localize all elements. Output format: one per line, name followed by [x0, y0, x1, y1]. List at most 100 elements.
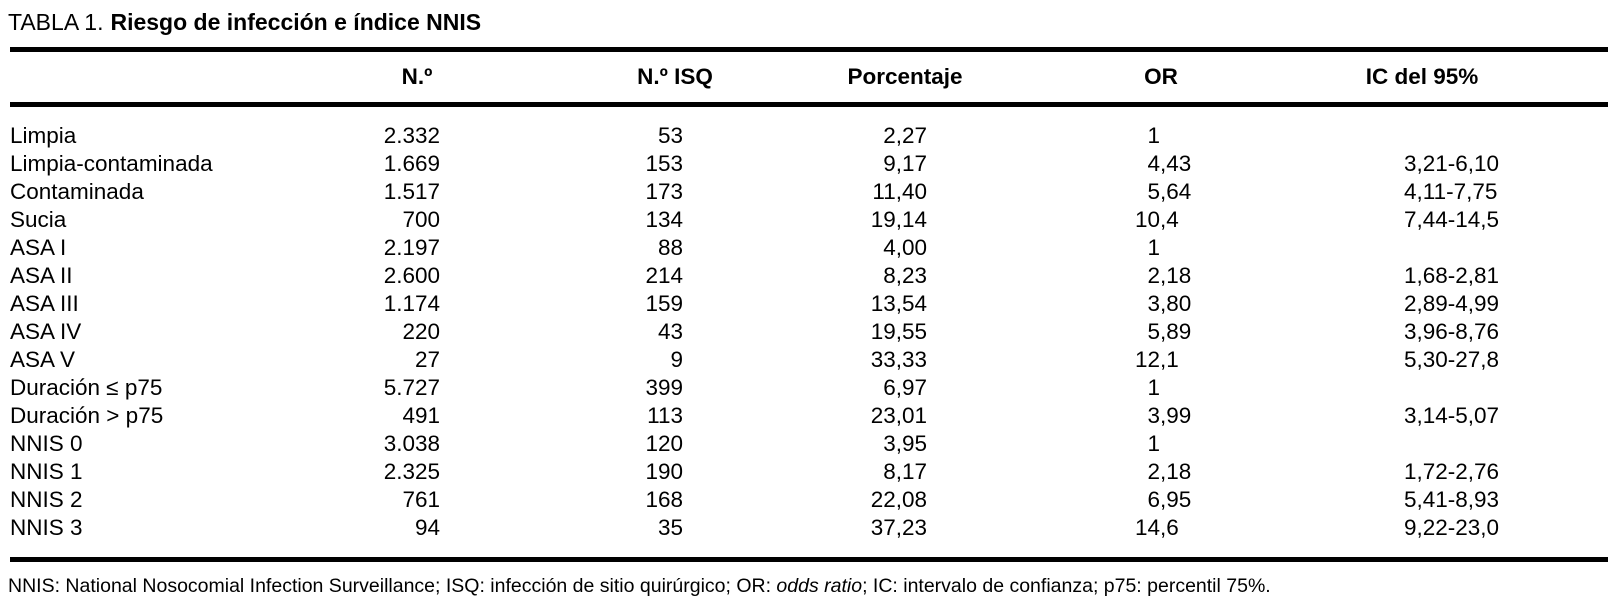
table-title: TABLA 1. Riesgo de infección e índice NNI…: [8, 8, 481, 36]
or-value-frac: ,95: [1160, 487, 1192, 512]
pct-value: 8,17: [883, 459, 927, 484]
ic-value: 9,22-23,0: [1404, 515, 1500, 540]
ic-value: 3,96-8,76: [1404, 319, 1500, 344]
n-value: 5.727: [383, 375, 440, 400]
isq-value: 173: [645, 179, 683, 204]
pct-value: 19,55: [870, 319, 927, 344]
table-footnote: NNIS: National Nosocomial Infection Surv…: [8, 573, 1271, 599]
column-header-ic95: IC del 95%: [1365, 64, 1479, 89]
or-value-int: 3: [1147, 291, 1160, 316]
row-label: NNIS 1: [10, 459, 83, 484]
column-header-or: OR: [1144, 64, 1178, 89]
table-caption: Riesgo de infección e índice NNIS: [110, 9, 482, 35]
isq-value: 153: [645, 151, 683, 176]
n-value: 1.517: [383, 179, 440, 204]
isq-value: 88: [657, 235, 683, 260]
ic-value: [1404, 234, 1608, 262]
row-label: Limpia: [10, 123, 77, 148]
or-value-frac: ,89: [1160, 319, 1192, 344]
n-value: 1.669: [383, 151, 440, 176]
or-value-frac: ,64: [1160, 179, 1192, 204]
n-value: 2.600: [383, 263, 440, 288]
table-body: Limpia 2.332 53 2,27 1 Limpia-contaminada 1.66…: [0, 122, 1608, 542]
or-value-int: 14: [1134, 515, 1160, 540]
isq-value: 43: [657, 319, 683, 344]
pct-value: 8,23: [883, 263, 927, 288]
table-row: NNIS 2 761 168 22,08 6,95 5,41-8,93: [0, 486, 1608, 514]
ic-value: 1,72-2,76: [1404, 459, 1500, 484]
or-value-frac: [1160, 122, 1404, 150]
row-label: Sucia: [10, 207, 67, 232]
or-value-int: 1: [1147, 123, 1160, 148]
row-label: Limpia-contaminada: [10, 151, 213, 176]
pct-value: 4,00: [883, 235, 927, 260]
ic-value: 3,21-6,10: [1404, 151, 1500, 176]
pct-value: 3,95: [883, 431, 927, 456]
table-row: ASA IV 220 43 19,55 5,89 3,96-8,76: [0, 318, 1608, 346]
ic-value: 5,41-8,93: [1404, 487, 1500, 512]
or-value-frac: ,18: [1160, 459, 1192, 484]
n-value: 491: [402, 403, 440, 428]
n-value: 761: [402, 487, 440, 512]
ic-value: 3,14-5,07: [1404, 403, 1500, 428]
or-value-frac: [1160, 430, 1404, 458]
table-row: ASA I 2.197 88 4,00 1: [0, 234, 1608, 262]
pct-value: 9,17: [883, 151, 927, 176]
ic-value: 5,30-27,8: [1404, 347, 1500, 372]
table-row: Duración ≤ p75 5.727 399 6,97 1: [0, 374, 1608, 402]
or-value-frac: ,43: [1160, 151, 1192, 176]
or-value-frac: ,4: [1160, 207, 1179, 232]
or-value-int: 3: [1147, 403, 1160, 428]
or-value-int: 12: [1134, 347, 1160, 372]
isq-value: 35: [657, 515, 683, 540]
table-row: Limpia 2.332 53 2,27 1: [0, 122, 1608, 150]
ic-value: [1404, 430, 1608, 458]
header-rule: [10, 102, 1608, 107]
or-value-int: 6: [1147, 487, 1160, 512]
n-value: 1.174: [383, 291, 440, 316]
or-value-frac: ,6: [1160, 515, 1179, 540]
table-row: NNIS 0 3.038 120 3,95 1: [0, 430, 1608, 458]
row-label: Duración > p75: [10, 403, 164, 428]
footnote-italic-odds-ratio: odds ratio: [776, 575, 863, 597]
n-value: 2.197: [383, 235, 440, 260]
row-label: ASA I: [10, 235, 67, 260]
n-value: 2.332: [383, 123, 440, 148]
isq-value: 214: [645, 263, 683, 288]
or-value-int: 1: [1147, 235, 1160, 260]
n-value: 2.325: [383, 459, 440, 484]
pct-value: 23,01: [870, 403, 927, 428]
pct-value: 22,08: [870, 487, 927, 512]
ic-value: [1404, 122, 1608, 150]
ic-value: 1,68-2,81: [1404, 263, 1500, 288]
row-label: NNIS 0: [10, 431, 83, 456]
or-value-frac: ,1: [1160, 347, 1179, 372]
table-header-row: N.º N.º ISQ Porcentaje OR IC del 95%: [0, 62, 1616, 92]
or-value-int: 10: [1134, 207, 1160, 232]
ic-value: 2,89-4,99: [1404, 291, 1500, 316]
table-row: ASA V 27 9 33,33 12,1 5,30-27,8: [0, 346, 1608, 374]
footnote-text-2: ; IC: intervalo de confianza; p75: perce…: [862, 575, 1271, 597]
or-value-frac: ,18: [1160, 263, 1192, 288]
or-value-int: 2: [1147, 263, 1160, 288]
isq-value: 113: [647, 403, 683, 428]
row-label: ASA III: [10, 291, 79, 316]
isq-value: 134: [645, 207, 683, 232]
column-header-isq: N.º ISQ: [637, 64, 713, 89]
or-value-int: 5: [1147, 179, 1160, 204]
pct-value: 13,54: [870, 291, 927, 316]
row-label: NNIS 2: [10, 487, 83, 512]
or-value-int: 2: [1147, 459, 1160, 484]
row-label: Duración ≤ p75: [10, 375, 163, 400]
or-value-frac: [1160, 374, 1404, 402]
table-row: ASA III 1.174 159 13,54 3,80 2,89-4,99: [0, 290, 1608, 318]
pct-value: 11,40: [872, 179, 927, 204]
footnote-text-1: NNIS: National Nosocomial Infection Surv…: [8, 575, 777, 597]
table-row: ASA II 2.600 214 8,23 2,18 1,68-2,81: [0, 262, 1608, 290]
column-header-porcentaje: Porcentaje: [847, 64, 963, 89]
top-rule: [10, 47, 1608, 52]
or-value-int: 1: [1147, 431, 1160, 456]
isq-value: 9: [670, 347, 683, 372]
pct-value: 19,14: [870, 207, 927, 232]
